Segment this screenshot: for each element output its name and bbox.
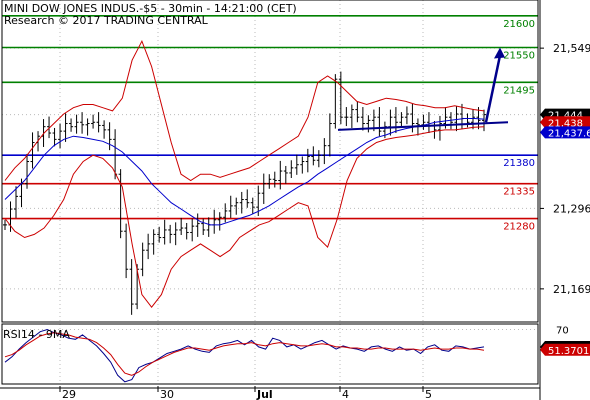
trendline [337, 121, 509, 131]
levels: 21600 21550 21495 21380 21335 21280 [2, 15, 538, 233]
price-tag-red: 21,438 [548, 118, 583, 129]
price-tag-red-bg [540, 116, 590, 129]
x-tick-label: 29 [62, 388, 76, 400]
level-label-resistance: 21550 [503, 51, 535, 62]
forecast-arrow-head [494, 47, 505, 59]
forecast-arrow-shaft [484, 55, 502, 123]
rsi-panel-frame [1, 323, 539, 385]
rsi-tag-red-bg [540, 343, 590, 356]
x-tick-label: 5 [425, 388, 432, 400]
level-label-resistance: 21600 [503, 19, 535, 30]
main-panel-frame [1, 0, 539, 323]
y-tick-label: 21,549 [553, 42, 590, 55]
y-tick-label: 21,296 [553, 202, 590, 215]
level-label-support: 21335 [503, 187, 535, 198]
rsi-tick-label: 70 [556, 326, 569, 337]
price-tag-blue-bg [540, 126, 590, 139]
copyright-line: Research © 2017 TRADING CENTRAL [4, 14, 208, 27]
bollinger-upper-band [4, 39, 485, 182]
x-tick-label: 4 [342, 388, 349, 400]
moving-average-line [4, 118, 485, 226]
grid [2, 0, 538, 384]
x-tick-label: Jul [256, 388, 273, 400]
level-label-pivot: 21380 [503, 158, 535, 169]
series [3, 39, 509, 383]
level-label-support: 21280 [503, 222, 535, 233]
level-label-resistance: 21495 [503, 85, 535, 96]
bollinger-lower-band [4, 126, 485, 309]
rsi-title: RSI14 - 9MA [3, 328, 70, 341]
x-tick-label: 30 [160, 388, 174, 400]
price-tag-black: 21,444 [548, 111, 583, 122]
rsi-tag-red: 51.3701 [548, 346, 589, 357]
y-tick-label: 21,169 [553, 283, 590, 296]
rsi-ma-line [4, 332, 485, 376]
price-tag-blue: 21,437.6 [548, 128, 590, 139]
chart-title: MINI DOW JONES INDUS.-$5 - 30min - 14:21… [4, 2, 297, 15]
